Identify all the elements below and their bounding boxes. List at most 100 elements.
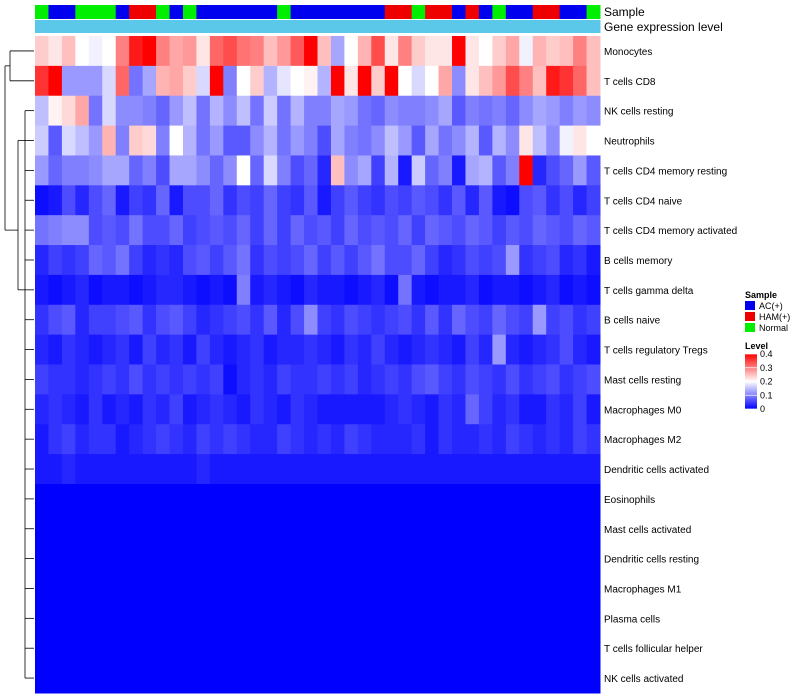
heatmap-cell (398, 603, 413, 634)
heatmap-cell (330, 245, 345, 276)
heatmap-cell (142, 125, 157, 156)
heatmap-cell (209, 633, 224, 664)
heatmap-cell (129, 65, 144, 97)
sample-track-cell (129, 5, 144, 19)
row-label: Mast cells resting (604, 375, 681, 386)
heatmap-cell (129, 603, 144, 634)
heatmap-cell (398, 304, 413, 336)
heatmap-cell (492, 95, 507, 127)
sample-track-cell (411, 5, 426, 19)
heatmap-cell (357, 394, 372, 425)
heatmap-cell (142, 483, 157, 515)
heatmap-cell (35, 65, 49, 97)
heatmap-cell (61, 334, 76, 365)
heatmap-cell (384, 125, 399, 156)
expression-track-cell (519, 20, 534, 33)
heatmap-cell (236, 424, 251, 455)
heatmap-cell (425, 633, 440, 664)
heatmap-cell (277, 125, 292, 156)
heatmap-cell (384, 95, 399, 127)
heatmap-cell (344, 394, 359, 425)
heatmap-cell (438, 95, 453, 127)
heatmap-cell (182, 274, 197, 306)
heatmap-cell (573, 573, 588, 604)
heatmap-cell (478, 513, 493, 545)
heatmap-cell (438, 603, 453, 634)
heatmap-cell (425, 394, 440, 425)
heatmap-cell (182, 65, 197, 97)
heatmap-cell (236, 155, 251, 186)
heatmap-cell (209, 483, 224, 515)
heatmap-cell (344, 603, 359, 634)
heatmap-cell (223, 483, 238, 515)
heatmap-cell (236, 394, 251, 425)
heatmap-cell (48, 155, 63, 186)
heatmap-cell (344, 543, 359, 575)
heatmap-cell (371, 454, 386, 485)
expression-track-cell (263, 20, 278, 33)
sample-track-cell (88, 5, 103, 19)
heatmap-cell (290, 274, 305, 306)
heatmap-cell (357, 215, 372, 246)
heatmap-cell (425, 36, 440, 67)
heatmap-cell (102, 543, 117, 575)
heatmap-cell (438, 633, 453, 664)
heatmap-cell (344, 483, 359, 515)
heatmap-cell (384, 274, 399, 306)
heatmap-cell (573, 125, 588, 156)
heatmap-cell (169, 185, 184, 216)
heatmap-cell (169, 633, 184, 664)
heatmap-cell (371, 513, 386, 545)
sample-track-cell (115, 5, 130, 19)
heatmap-cell (411, 543, 426, 575)
heatmap-cell (411, 633, 426, 664)
heatmap-cell (519, 633, 534, 664)
heatmap-cell (398, 573, 413, 604)
heatmap-cell (304, 364, 318, 395)
heatmap-cell (196, 245, 211, 276)
sample-track-cell (169, 5, 184, 19)
heatmap-cell (344, 513, 359, 545)
heatmap-cell (505, 125, 520, 156)
heatmap-cell (532, 603, 547, 634)
sample-track-cell (277, 5, 292, 19)
sample-track-cell (344, 5, 359, 19)
heatmap-cell (465, 95, 480, 127)
heatmap-cell (142, 95, 157, 127)
heatmap-cell (48, 95, 63, 127)
heatmap-cell (330, 663, 345, 694)
heatmap-cell (35, 573, 49, 604)
heatmap-cell (223, 65, 238, 97)
heatmap-cell (61, 364, 76, 395)
heatmap-cell (277, 394, 292, 425)
heatmap-cell (344, 364, 359, 395)
heatmap-cell (438, 185, 453, 216)
expression-track-cell (492, 20, 507, 33)
heatmap-cell (304, 215, 318, 246)
heatmap-cell (492, 573, 507, 604)
sample-track-cell (398, 5, 413, 19)
heatmap-cell (492, 245, 507, 276)
heatmap-cell (169, 603, 184, 634)
heatmap-cell (156, 334, 171, 365)
heatmap-cell (384, 633, 399, 664)
heatmap-cell (438, 543, 453, 575)
heatmap-cell (142, 364, 157, 395)
heatmap-cell (573, 274, 588, 306)
expression-track-cell (357, 20, 372, 33)
heatmap-cell (411, 663, 426, 694)
heatmap-cell (559, 364, 574, 395)
heatmap-cell (236, 215, 251, 246)
heatmap-cell (344, 65, 359, 97)
heatmap-cell (182, 573, 197, 604)
heatmap-cell (317, 603, 332, 634)
heatmap-cell (169, 155, 184, 186)
heatmap-cell (182, 603, 197, 634)
heatmap-cell (519, 125, 534, 156)
heatmap-cell (236, 483, 251, 515)
heatmap-cell (425, 513, 440, 545)
expression-track-cell (398, 20, 413, 33)
sample-track-cell (465, 5, 480, 19)
level-tick-label: 0.2 (760, 377, 773, 387)
